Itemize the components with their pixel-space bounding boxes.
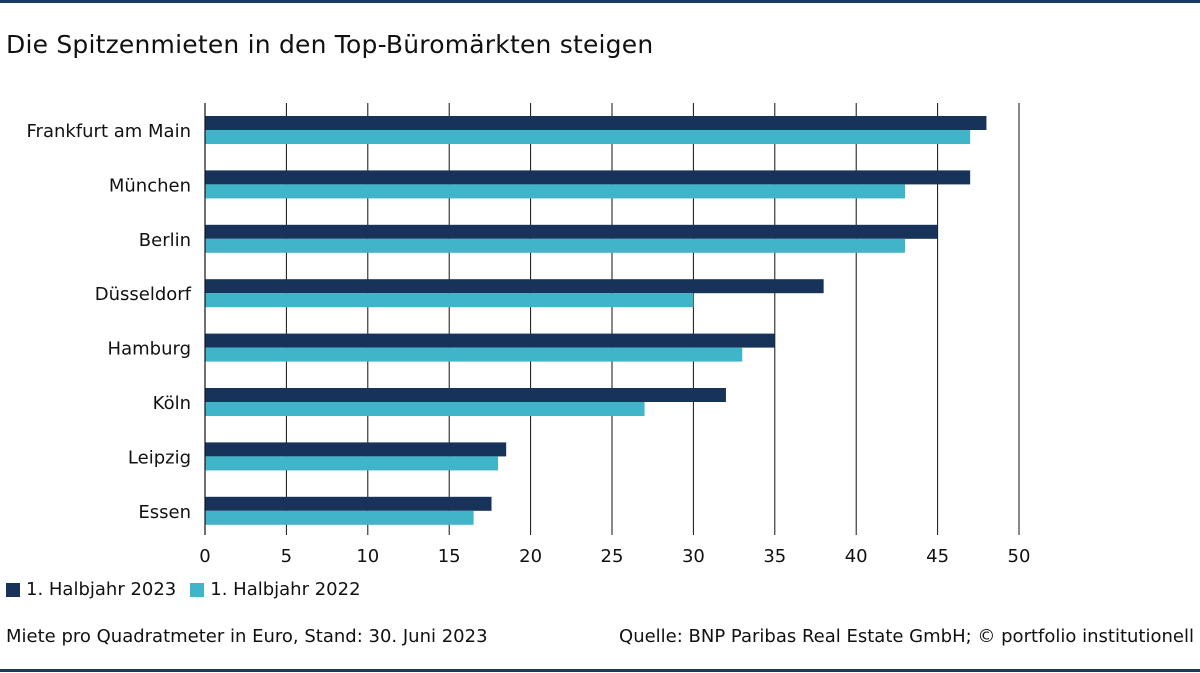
bar-2022 — [205, 130, 971, 144]
x-tick-label: 45 — [926, 546, 949, 567]
bar-2023 — [205, 388, 726, 402]
x-tick-label: 10 — [356, 546, 379, 567]
bar-2023 — [205, 279, 824, 294]
x-tick-label: 5 — [281, 546, 292, 567]
chart-title: Die Spitzenmieten in den Top-Büromärkten… — [6, 30, 654, 59]
legend-swatch-2022 — [190, 582, 205, 597]
x-tick-label: 50 — [1008, 546, 1031, 567]
legend: 1. Halbjahr 2023 1. Halbjahr 2022 — [6, 579, 375, 600]
bar-2022 — [205, 456, 499, 471]
legend-item-2022: 1. Halbjahr 2022 — [190, 579, 361, 600]
x-tick-label: 40 — [845, 546, 868, 567]
bar-2022 — [205, 238, 906, 253]
bar-2023 — [205, 333, 775, 348]
bar-2022 — [205, 184, 906, 199]
bar-2022 — [205, 510, 474, 525]
bar-2023 — [205, 442, 507, 457]
x-tick-label: 25 — [601, 546, 624, 567]
footer-source: Quelle: BNP Paribas Real Estate GmbH; © … — [619, 626, 1194, 647]
category-label: München — [109, 175, 191, 196]
x-tick-label: 15 — [438, 546, 461, 567]
bar-2022 — [205, 293, 694, 308]
x-tick-label: 20 — [519, 546, 542, 567]
top-rule — [0, 0, 1200, 3]
category-label: Leipzig — [128, 447, 191, 468]
category-label: Essen — [138, 502, 191, 523]
bar-2022 — [205, 347, 743, 362]
legend-label-2022: 1. Halbjahr 2022 — [210, 579, 361, 600]
category-label: Hamburg — [108, 339, 191, 360]
category-label: Frankfurt am Main — [27, 121, 192, 142]
category-label: Düsseldorf — [95, 284, 192, 305]
legend-label-2023: 1. Halbjahr 2023 — [26, 579, 177, 600]
x-tick-label: 0 — [199, 546, 210, 567]
legend-swatch-2023 — [6, 582, 20, 597]
x-tick-label: 30 — [682, 546, 705, 567]
footer-note: Miete pro Quadratmeter in Euro, Stand: 3… — [6, 626, 488, 647]
bar-2023 — [205, 496, 492, 511]
bar-2023 — [205, 116, 987, 130]
bar-2023 — [205, 224, 938, 239]
bottom-rule — [0, 669, 1200, 672]
category-label: Köln — [153, 393, 191, 414]
x-tick-label: 35 — [763, 546, 786, 567]
legend-item-2023: 1. Halbjahr 2023 — [6, 579, 176, 600]
category-label: Berlin — [139, 230, 191, 251]
bar-2022 — [205, 402, 645, 416]
bar-2023 — [205, 170, 971, 185]
